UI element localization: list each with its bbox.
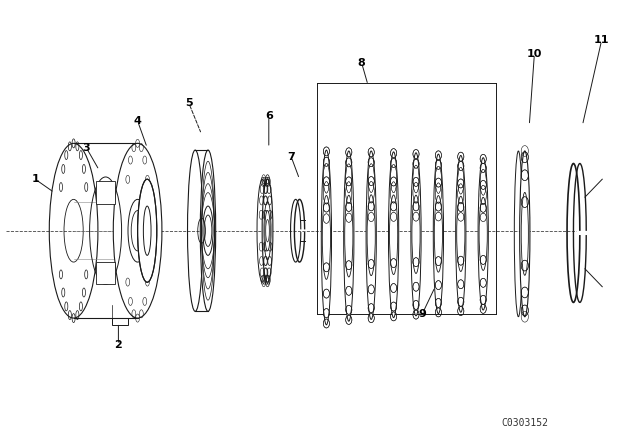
- Text: 11: 11: [594, 35, 609, 45]
- Ellipse shape: [321, 150, 332, 325]
- Ellipse shape: [113, 143, 162, 318]
- Ellipse shape: [411, 153, 421, 316]
- Ellipse shape: [388, 152, 399, 318]
- Ellipse shape: [265, 211, 270, 251]
- Text: 4: 4: [134, 116, 141, 126]
- Ellipse shape: [203, 206, 213, 255]
- Ellipse shape: [262, 179, 273, 282]
- Text: 2: 2: [115, 340, 122, 350]
- Text: 3: 3: [83, 143, 90, 153]
- Text: 6: 6: [265, 112, 273, 121]
- Text: 5: 5: [185, 98, 193, 108]
- Ellipse shape: [520, 151, 530, 317]
- Bar: [112, 318, 128, 325]
- Text: 9: 9: [419, 309, 426, 319]
- Ellipse shape: [366, 151, 376, 319]
- Bar: [96, 181, 115, 204]
- Text: 1: 1: [31, 174, 39, 184]
- Ellipse shape: [456, 155, 466, 312]
- Ellipse shape: [200, 150, 216, 311]
- Text: 8: 8: [358, 58, 365, 68]
- Ellipse shape: [138, 179, 157, 282]
- Ellipse shape: [344, 151, 354, 321]
- Bar: [96, 262, 115, 284]
- Text: 10: 10: [527, 49, 542, 59]
- Text: 7: 7: [287, 152, 295, 162]
- Ellipse shape: [478, 158, 488, 310]
- Text: C0303152: C0303152: [501, 418, 548, 428]
- Ellipse shape: [433, 154, 444, 314]
